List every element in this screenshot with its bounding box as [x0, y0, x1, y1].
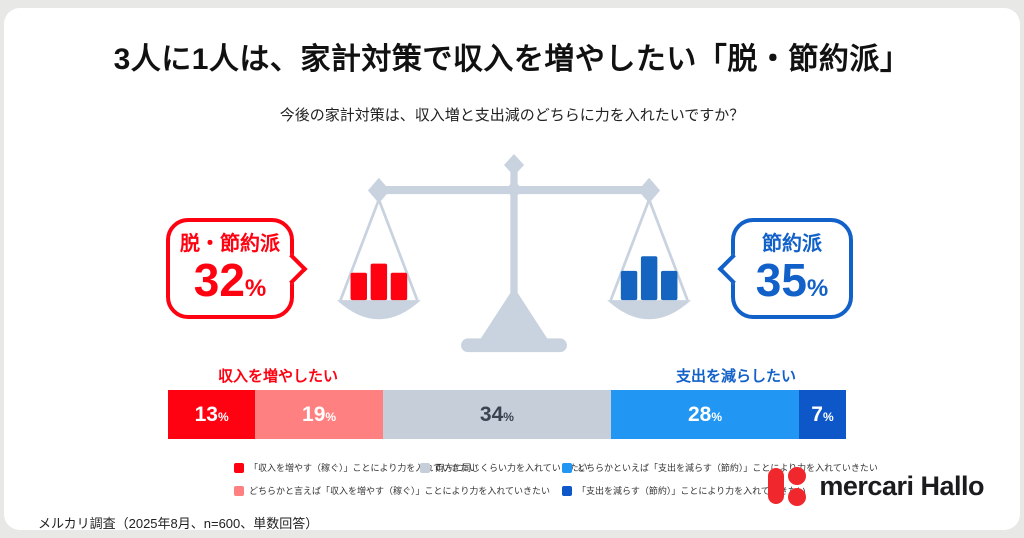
right-result-bubble: 節約派 35% — [731, 218, 853, 319]
right-bubble-value: 35% — [735, 256, 849, 304]
scale-pans — [336, 300, 692, 320]
balance-scale-illustration — [336, 154, 692, 353]
legend-swatch — [562, 462, 572, 473]
left-bubble-value: 32% — [170, 256, 290, 304]
legend-label: どちらかといえば「支出を減らす（節約）」ことにより力を入れていきたい — [577, 463, 878, 473]
mercari-hallo-logo-text: mercari Hallo — [819, 470, 984, 501]
right-bubble-label: 節約派 — [762, 233, 822, 255]
bar-group-label-increase-income: 収入を増やしたい — [217, 368, 338, 385]
left-bubble-number: 32 — [193, 254, 245, 306]
survey-source-note: メルカリ調査（2025年8月、n=600、単数回答） — [38, 516, 319, 531]
stacked-bar: 13% 19% 34% 28% 7% — [168, 390, 846, 439]
bar-segment: 28% — [611, 390, 799, 439]
legend-item: 「支出を減らす（節約）」ことにより力を入れていきたい — [562, 484, 806, 497]
bar-segment: 7% — [798, 390, 846, 439]
left-bubble-label: 脱・節約派 — [180, 233, 280, 255]
legend-item: どちらかといえば「支出を減らす（節約）」ことにより力を入れていきたい — [562, 461, 878, 474]
bar-segment-value: 19% — [302, 402, 337, 426]
bar-segment: 19% — [255, 390, 383, 439]
left-result-bubble: 脱・節約派 32% — [166, 218, 294, 319]
bar-segment-value: 7% — [811, 402, 834, 426]
mercari-hallo-logo: mercari Hallo — [765, 464, 984, 508]
right-bubble-percent-sign: % — [806, 275, 829, 302]
legend-label: どちらかと言えば「収入を増やす（稼ぐ）」ことにより力を入れていきたい — [249, 486, 551, 496]
bar-segment-value: 28% — [687, 402, 723, 426]
survey-question-subtitle: 今後の家計対策は、収入増と支出減のどちらに力を入れたいですか？ — [279, 107, 745, 124]
legend-label: 「収入を増やす（稼ぐ）」ことにより力を入れていきたい — [249, 463, 479, 473]
mercari-hallo-logo-icon — [768, 467, 807, 506]
bar-segment: 13% — [168, 390, 256, 439]
right-bubble-number: 35 — [755, 254, 807, 306]
left-bubble-percent-sign: % — [244, 275, 267, 302]
page-title: 3人に1人は、家計対策で収入を増やしたい「脱・節約派」 — [113, 43, 911, 76]
left-pan-income-bars — [350, 263, 408, 301]
bar-group-label-reduce-spending: 支出を減らしたい — [675, 368, 796, 385]
legend-label: 「支出を減らす（節約）」ことにより力を入れていきたい — [577, 486, 806, 496]
scale-strings — [339, 199, 689, 301]
legend-swatch — [234, 462, 244, 473]
legend-swatch — [420, 462, 430, 473]
legend-item: 「収入を増やす（稼ぐ）」ことにより力を入れていきたい — [234, 461, 478, 474]
scale-frame — [367, 154, 661, 353]
legend-item: 両方に同じくらい力を入れていきたい — [420, 461, 588, 474]
legend-item: どちらかと言えば「収入を増やす（稼ぐ）」ことにより力を入れていきたい — [234, 484, 550, 497]
legend-swatch — [234, 485, 244, 496]
legend-label: 両方に同じくらい力を入れていきたい — [435, 463, 588, 473]
legend: 「収入を増やす（稼ぐ）」ことにより力を入れていきたい 両方に同じくらい力を入れてい… — [234, 461, 934, 505]
bar-segment: 34% — [382, 390, 612, 439]
infographic-card: 3人に1人は、家計対策で収入を増やしたい「脱・節約派」 今後の家計対策は、収入増… — [4, 8, 1020, 531]
bar-segment-value: 13% — [194, 402, 229, 426]
right-pan-saving-bars — [620, 256, 678, 301]
bar-segment-value: 34% — [479, 402, 514, 426]
legend-swatch — [562, 485, 572, 496]
